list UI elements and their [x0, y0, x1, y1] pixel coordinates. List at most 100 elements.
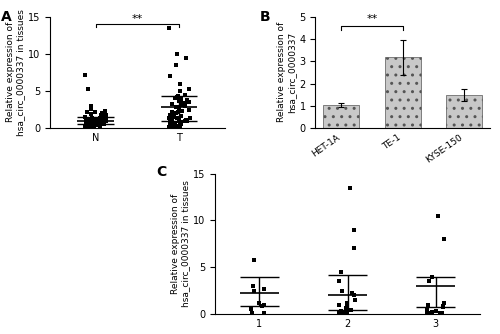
Point — [179, 100, 187, 106]
Point — [82, 120, 90, 126]
Point — [100, 118, 108, 123]
Point — [423, 309, 431, 314]
Point — [428, 274, 436, 279]
Point — [84, 124, 92, 129]
Point — [176, 120, 184, 125]
Point — [169, 113, 177, 118]
Point — [177, 97, 185, 102]
Point — [96, 125, 104, 130]
Point — [184, 97, 192, 103]
Point — [174, 110, 182, 115]
Point — [172, 96, 179, 101]
Point — [338, 288, 345, 293]
Point — [178, 120, 186, 125]
Point — [88, 107, 96, 112]
Point — [96, 118, 104, 123]
Bar — [324, 105, 359, 128]
Point — [432, 309, 440, 314]
Point — [348, 308, 356, 313]
Point — [90, 125, 98, 130]
Point — [186, 116, 194, 121]
Point — [426, 311, 434, 316]
Point — [83, 110, 91, 115]
Point — [102, 113, 110, 118]
Bar — [446, 95, 482, 128]
Point — [83, 117, 91, 122]
Point — [87, 111, 95, 117]
Point — [88, 123, 96, 128]
Point — [173, 123, 181, 129]
Y-axis label: Relative expression of
hsa_circ_0000337 in tissues: Relative expression of hsa_circ_0000337 … — [6, 9, 25, 136]
Point — [168, 109, 176, 114]
Point — [170, 121, 178, 126]
Point — [83, 118, 91, 123]
Point — [166, 114, 174, 120]
Point — [82, 117, 90, 123]
Point — [168, 118, 176, 123]
Point — [85, 119, 93, 124]
Point — [440, 300, 448, 305]
Point — [88, 116, 96, 121]
Point — [175, 119, 183, 124]
Point — [176, 88, 184, 94]
Bar — [385, 57, 420, 128]
Point — [174, 115, 182, 120]
Point — [97, 112, 105, 117]
Point — [184, 87, 192, 92]
Point — [164, 125, 172, 130]
Point — [168, 121, 175, 126]
Point — [102, 117, 110, 122]
Point — [173, 51, 181, 56]
Point — [438, 310, 446, 315]
Point — [96, 116, 104, 121]
Point — [82, 72, 90, 77]
Point — [166, 116, 173, 121]
Point — [439, 304, 447, 309]
Point — [428, 309, 436, 315]
Point — [181, 92, 189, 97]
Point — [348, 291, 356, 296]
Point — [172, 105, 180, 110]
Point — [174, 94, 182, 100]
Point — [350, 227, 358, 232]
Point — [336, 309, 344, 314]
Point — [166, 117, 174, 122]
Y-axis label: Relative expression of
hsa_circ_0000337 in tissues: Relative expression of hsa_circ_0000337 … — [170, 180, 190, 307]
Point — [176, 102, 184, 108]
Point — [92, 116, 100, 122]
Point — [166, 112, 174, 117]
Point — [343, 309, 351, 315]
Point — [90, 120, 98, 125]
Point — [87, 103, 95, 109]
Point — [102, 119, 110, 124]
Point — [176, 105, 184, 110]
Point — [350, 246, 358, 251]
Point — [250, 283, 258, 289]
Point — [436, 310, 444, 316]
Point — [344, 300, 351, 305]
Point — [168, 122, 176, 127]
Point — [178, 122, 186, 127]
Point — [174, 117, 182, 123]
Point — [84, 86, 92, 92]
Point — [424, 302, 432, 307]
Text: A: A — [1, 10, 12, 24]
Point — [98, 119, 106, 124]
Point — [260, 302, 268, 307]
Point — [175, 99, 183, 104]
Point — [84, 117, 92, 123]
Point — [336, 269, 344, 275]
Point — [260, 286, 268, 291]
Point — [174, 107, 182, 112]
Point — [180, 93, 188, 98]
Point — [177, 114, 185, 119]
Point — [178, 108, 186, 114]
Point — [100, 108, 108, 114]
Point — [85, 123, 93, 129]
Point — [86, 119, 94, 124]
Point — [92, 122, 100, 128]
Point — [84, 120, 92, 125]
Point — [343, 304, 351, 309]
Y-axis label: Relative expression of
hsa_circ_0000337: Relative expression of hsa_circ_0000337 — [277, 22, 296, 123]
Point — [96, 122, 104, 127]
